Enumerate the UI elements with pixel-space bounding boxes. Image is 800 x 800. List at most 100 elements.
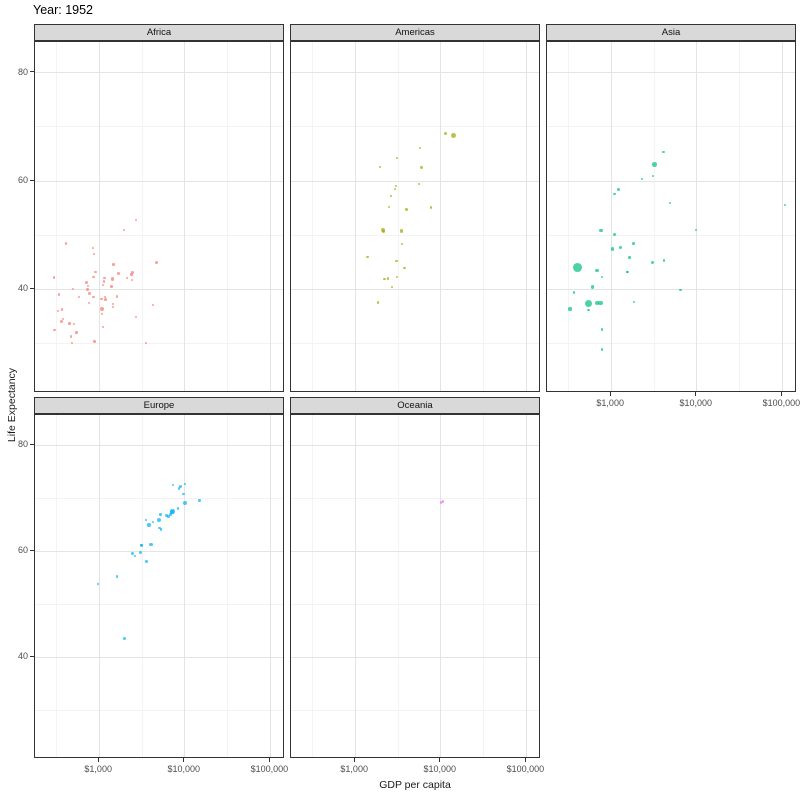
- gridline: [291, 180, 539, 182]
- data-point: [176, 507, 180, 511]
- data-point: [85, 281, 89, 284]
- data-point: [60, 308, 64, 311]
- data-point: [134, 316, 137, 319]
- y-axis-tick: [30, 71, 34, 73]
- data-point: [87, 285, 90, 288]
- data-point: [100, 312, 103, 315]
- data-point: [159, 528, 163, 532]
- data-point: [144, 341, 148, 345]
- gridline: [35, 444, 283, 446]
- gridline: [610, 42, 612, 391]
- data-point: [651, 174, 654, 178]
- data-point: [131, 551, 134, 555]
- data-point: [155, 260, 159, 264]
- x-axis-tick-label: $100,000: [762, 398, 800, 408]
- data-point: [69, 334, 73, 338]
- data-point: [393, 187, 396, 191]
- data-point: [395, 156, 399, 160]
- data-point: [103, 280, 106, 283]
- data-point: [93, 340, 96, 343]
- gridline: [291, 72, 539, 74]
- data-point: [587, 308, 591, 312]
- gridline: [291, 603, 539, 605]
- gridline: [291, 126, 539, 128]
- data-point: [612, 233, 616, 237]
- data-point: [135, 219, 138, 222]
- data-point: [444, 132, 448, 136]
- gridline: [525, 415, 527, 757]
- data-point: [177, 487, 181, 490]
- data-point: [122, 636, 127, 640]
- data-point: [91, 275, 95, 279]
- gridline: [291, 656, 539, 658]
- data-point: [103, 295, 107, 299]
- x-axis-tick: [268, 758, 270, 762]
- gridline: [525, 42, 527, 391]
- gridline: [55, 42, 57, 391]
- data-point: [419, 166, 423, 170]
- data-point: [61, 317, 64, 321]
- data-point: [100, 307, 104, 311]
- x-axis-tick-label: $100,000: [250, 764, 289, 774]
- data-point: [112, 263, 115, 266]
- data-point: [628, 256, 631, 259]
- x-axis-tick-label: $10,000: [423, 764, 457, 774]
- data-point: [632, 301, 635, 304]
- data-point: [383, 277, 386, 280]
- data-point: [784, 203, 787, 206]
- y-axis-tick-label: 40: [17, 283, 28, 294]
- data-point: [618, 245, 622, 249]
- data-point: [115, 575, 118, 578]
- y-axis-tick-label: 80: [17, 66, 28, 77]
- data-point: [695, 228, 698, 231]
- facet-strip-asia: Asia: [546, 24, 796, 41]
- facet-strip-africa: Africa: [34, 24, 284, 41]
- gridline: [291, 234, 539, 236]
- y-axis-tick: [30, 655, 34, 657]
- data-point: [167, 515, 170, 518]
- data-point: [100, 297, 103, 300]
- data-point: [616, 187, 620, 191]
- gridline: [354, 415, 356, 757]
- data-point: [101, 284, 104, 287]
- data-point: [418, 146, 422, 150]
- facet-label-asia: Asia: [661, 27, 681, 38]
- data-point: [382, 230, 386, 234]
- x-axis-tick: [780, 392, 782, 396]
- facet-strip-oceania: Oceania: [290, 397, 540, 414]
- data-point: [610, 247, 614, 251]
- x-axis-tick: [609, 392, 611, 396]
- facet-strip-europe: Europe: [34, 397, 284, 414]
- gridline: [35, 72, 283, 74]
- data-point: [403, 266, 406, 270]
- gridline: [55, 415, 57, 757]
- data-point: [110, 285, 113, 288]
- data-point: [171, 483, 174, 486]
- data-point: [668, 201, 671, 205]
- data-point: [123, 228, 126, 231]
- data-point: [57, 293, 61, 296]
- panel-europe: [34, 414, 284, 758]
- gridline: [141, 42, 143, 391]
- gridline: [35, 234, 283, 236]
- data-point: [395, 184, 398, 187]
- facet-label-europe: Europe: [143, 400, 175, 411]
- gridline: [291, 444, 539, 446]
- data-point: [600, 348, 604, 352]
- data-point: [115, 295, 119, 298]
- data-point: [56, 310, 60, 313]
- data-point: [126, 276, 129, 279]
- y-axis-tick-label: 40: [17, 651, 28, 662]
- data-point: [71, 287, 75, 291]
- y-axis-tick-label: 80: [17, 439, 28, 450]
- gridline: [547, 126, 795, 128]
- x-axis-tick-label: $1,000: [596, 398, 624, 408]
- facet-label-africa: Africa: [146, 27, 172, 38]
- data-point: [144, 518, 148, 522]
- x-axis-tick-label: $10,000: [679, 398, 713, 408]
- data-point: [86, 287, 90, 291]
- gridline: [397, 42, 399, 391]
- y-axis-tick-label: 60: [17, 545, 28, 556]
- data-point: [386, 277, 390, 280]
- data-point: [111, 302, 115, 306]
